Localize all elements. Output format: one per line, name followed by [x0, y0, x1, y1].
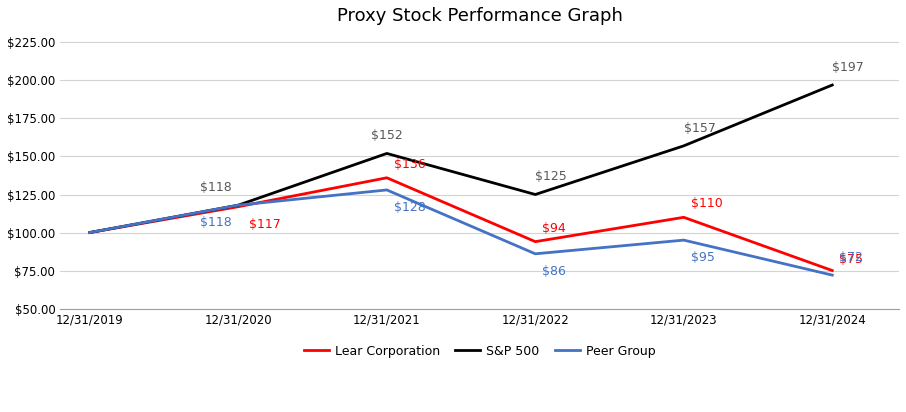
Text: $75: $75 [839, 253, 863, 267]
Text: $118: $118 [199, 216, 231, 229]
Legend: Lear Corporation, S&P 500, Peer Group: Lear Corporation, S&P 500, Peer Group [299, 339, 660, 363]
Text: $136: $136 [394, 158, 426, 171]
Text: $95: $95 [690, 251, 715, 264]
Text: $86: $86 [542, 265, 566, 278]
Text: $152: $152 [371, 129, 402, 142]
Text: $118: $118 [199, 181, 231, 194]
Text: $110: $110 [690, 197, 722, 211]
Title: Proxy Stock Performance Graph: Proxy Stock Performance Graph [337, 7, 622, 25]
Text: $72: $72 [839, 251, 863, 264]
Text: $117: $117 [249, 218, 281, 231]
Text: $125: $125 [535, 171, 567, 183]
Text: $128: $128 [394, 201, 426, 214]
Text: $94: $94 [542, 222, 566, 235]
Text: $157: $157 [684, 122, 716, 135]
Text: $197: $197 [833, 61, 864, 74]
